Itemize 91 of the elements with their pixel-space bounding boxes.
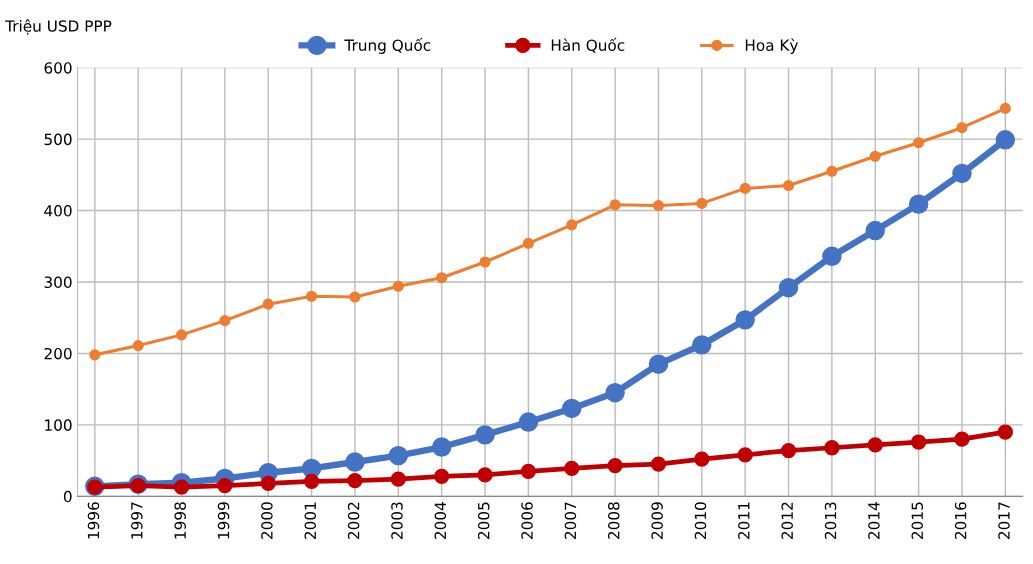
point (782, 179, 795, 192)
point (778, 277, 799, 298)
x-tick-label: 2004 (434, 502, 447, 539)
point (956, 122, 968, 134)
x-tick-label: 2005 (477, 502, 490, 539)
point (260, 475, 276, 492)
point (89, 349, 101, 361)
y-tick-label: 500 (44, 133, 72, 146)
point (132, 340, 144, 352)
legend-label: Trung Quốc (344, 37, 431, 54)
point (564, 460, 580, 477)
x-tick-label: 2006 (521, 502, 533, 539)
x-tick-label: 2007 (564, 502, 577, 539)
x-tick-label: 2013 (824, 502, 837, 539)
point (175, 329, 188, 341)
point (954, 431, 970, 447)
point (477, 467, 493, 483)
point (910, 434, 927, 450)
point (824, 440, 840, 456)
point (607, 457, 623, 474)
point (692, 335, 712, 355)
x-tick-label: 2016 (954, 502, 967, 539)
point (652, 200, 665, 212)
point (822, 246, 842, 267)
x-tick-label: 2001 (304, 502, 317, 539)
point (217, 477, 233, 494)
point (605, 383, 625, 403)
point (737, 447, 753, 463)
y-axis-title: Triệu USD PPP (5, 19, 112, 35)
x-tick-label: 1999 (217, 502, 230, 539)
y-tick-label: 0 (63, 490, 72, 503)
y-tick-label: 600 (44, 62, 72, 74)
x-tick-label: 2014 (868, 502, 880, 539)
point (869, 150, 881, 162)
point (867, 437, 883, 453)
point (522, 237, 534, 249)
point (999, 102, 1011, 114)
point (349, 291, 361, 303)
x-tick-label: 2002 (347, 502, 360, 539)
point (562, 398, 582, 419)
point (826, 165, 838, 177)
x-tick-label: 2012 (781, 502, 793, 539)
point (908, 194, 929, 214)
point (262, 298, 274, 310)
point (650, 456, 667, 472)
point (219, 315, 231, 327)
x-tick-label: 2008 (607, 502, 620, 539)
point (431, 437, 452, 457)
point (436, 272, 448, 284)
point (566, 219, 578, 231)
x-tick-label: 1998 (174, 502, 186, 539)
point (735, 310, 755, 330)
x-tick-label: 2015 (911, 502, 924, 539)
point (347, 472, 363, 489)
point (997, 424, 1013, 440)
point (609, 199, 621, 211)
x-tick-label: 2011 (738, 502, 750, 539)
point (173, 479, 190, 495)
y-tick-label: 200 (44, 347, 72, 360)
point (518, 412, 539, 432)
point (392, 280, 404, 292)
point (388, 445, 409, 466)
x-tick-label: 2003 (391, 502, 403, 539)
legend-label: Hàn Quốc (551, 37, 625, 53)
point (390, 471, 406, 487)
point (520, 463, 537, 479)
point (648, 354, 669, 374)
point (913, 137, 925, 149)
point (306, 290, 318, 302)
point (345, 452, 365, 472)
x-tick-label: 2010 (694, 502, 707, 539)
point (865, 220, 885, 241)
point (952, 163, 972, 184)
x-tick-label: 2017 (998, 502, 1010, 539)
y-tick-label: 400 (44, 205, 72, 217)
point (475, 425, 495, 445)
point (780, 442, 797, 459)
x-tick-label: 2009 (651, 502, 663, 539)
x-tick-label: 2000 (261, 502, 273, 539)
point (303, 473, 320, 489)
point (739, 182, 751, 194)
point (479, 256, 491, 268)
x-tick-label: 1996 (87, 502, 100, 539)
legend-label: Hoa Kỳ (745, 38, 799, 54)
point (694, 451, 710, 467)
y-tick-label: 300 (44, 276, 72, 289)
point (995, 130, 1016, 150)
point (434, 468, 450, 484)
x-tick-label: 1997 (131, 502, 143, 539)
point (696, 197, 708, 209)
y-tick-label: 100 (45, 419, 72, 431)
